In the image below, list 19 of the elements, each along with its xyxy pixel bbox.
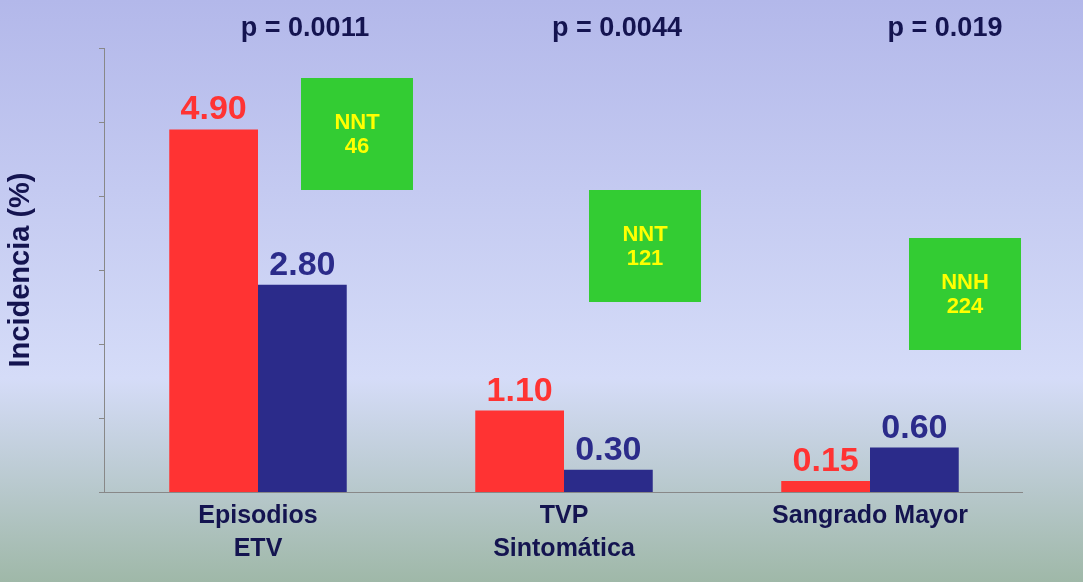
data-label: 0.60: [881, 406, 948, 445]
data-label: 0.30: [575, 428, 642, 467]
data-label: 1.10: [486, 369, 553, 408]
y-axis-title: Incidencia (%): [3, 172, 36, 368]
label-box: NNH 224: [909, 238, 1021, 350]
data-label: 4.90: [180, 88, 247, 127]
x-tick-label: TVP Sintomática: [493, 500, 636, 561]
text: p = 0.0044: [551, 12, 683, 43]
annotation: NNH 224: [941, 269, 989, 318]
label-box: NNT 121: [589, 190, 701, 302]
text: p = 0.019: [886, 12, 1004, 43]
label-box: NNT 46: [301, 78, 413, 190]
text: p = 0.0011: [239, 12, 371, 43]
x-tick-label: Episodios ETV: [198, 500, 318, 561]
data-label: 2.80: [269, 243, 336, 282]
annotation: NNT 46: [334, 109, 380, 158]
data-label: 0.15: [792, 439, 859, 478]
x-tick-label: Sangrado Mayor: [772, 500, 969, 528]
annotation: NNT 121: [622, 221, 668, 270]
